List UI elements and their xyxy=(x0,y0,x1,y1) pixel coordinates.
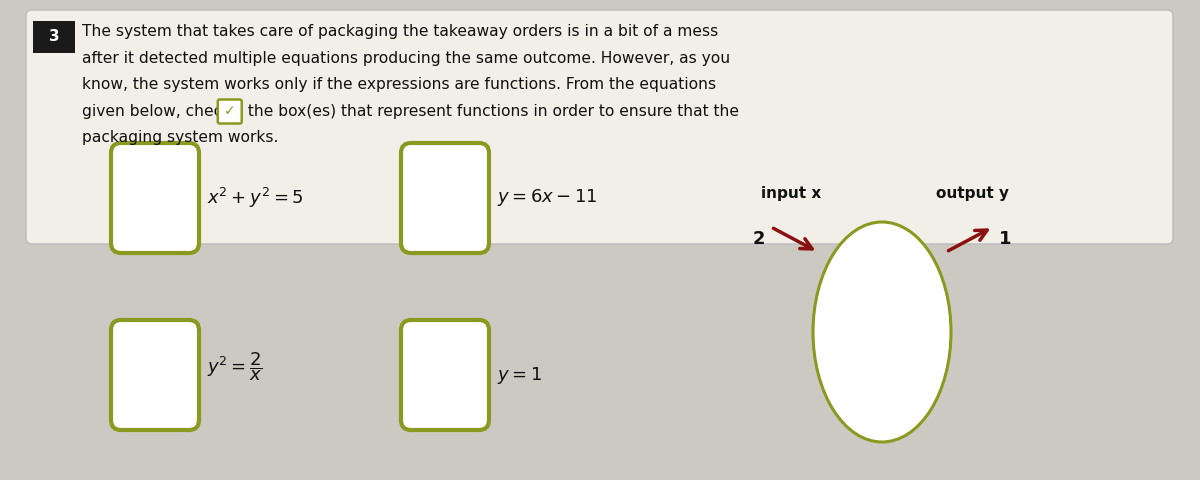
FancyBboxPatch shape xyxy=(34,21,74,53)
Text: 2: 2 xyxy=(752,230,766,248)
Text: input x: input x xyxy=(761,187,821,202)
Text: output y: output y xyxy=(936,187,1009,202)
FancyBboxPatch shape xyxy=(401,143,490,253)
Text: packaging system works.: packaging system works. xyxy=(82,131,278,145)
Text: $x^2 + y^2 = 5$: $x^2 + y^2 = 5$ xyxy=(208,186,304,210)
Text: the box(es) that represent functions in order to ensure that the: the box(es) that represent functions in … xyxy=(242,104,739,119)
FancyBboxPatch shape xyxy=(26,10,1172,244)
Text: The system that takes care of packaging the takeaway orders is in a bit of a mes: The system that takes care of packaging … xyxy=(82,24,719,39)
Text: $y^2 = \dfrac{2}{x}$: $y^2 = \dfrac{2}{x}$ xyxy=(208,351,263,384)
Text: ✓: ✓ xyxy=(224,104,235,118)
Text: 3: 3 xyxy=(49,29,59,45)
Text: 1: 1 xyxy=(998,230,1012,248)
FancyBboxPatch shape xyxy=(217,99,241,123)
Text: $y = 6x-11$: $y = 6x-11$ xyxy=(497,188,598,208)
Text: $y = 1$: $y = 1$ xyxy=(497,364,542,385)
Text: after it detected multiple equations producing the same outcome. However, as you: after it detected multiple equations pro… xyxy=(82,51,730,66)
FancyBboxPatch shape xyxy=(110,320,199,430)
Ellipse shape xyxy=(814,222,952,442)
Text: know, the system works only if the expressions are functions. From the equations: know, the system works only if the expre… xyxy=(82,77,716,93)
FancyBboxPatch shape xyxy=(401,320,490,430)
FancyBboxPatch shape xyxy=(110,143,199,253)
Text: given below, check: given below, check xyxy=(82,104,236,119)
